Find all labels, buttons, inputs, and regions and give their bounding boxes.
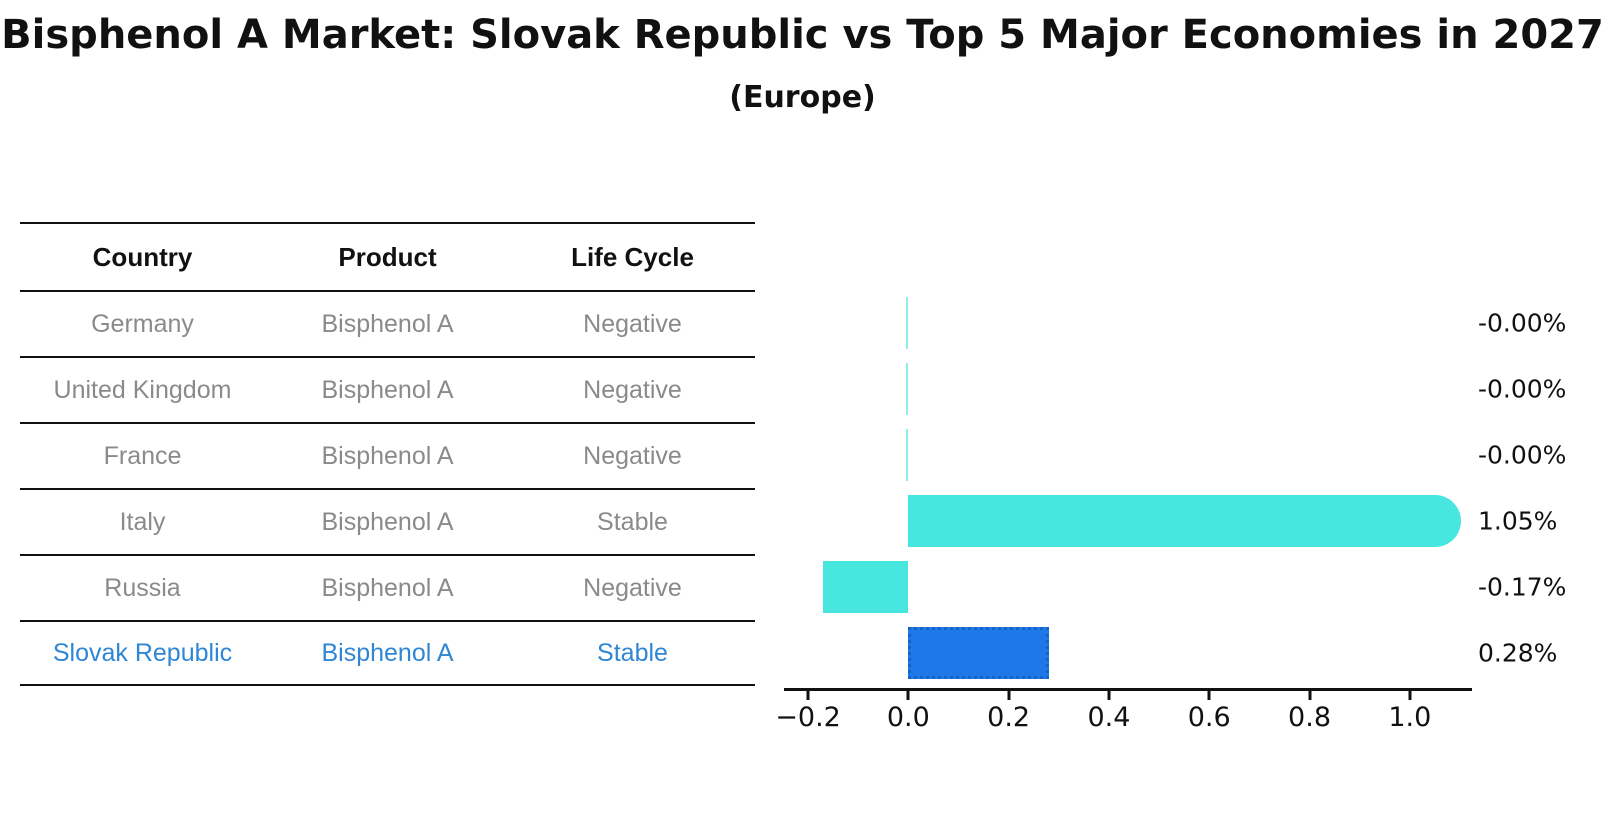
chart-subtitle: (Europe) (729, 80, 876, 115)
country-cell: Germany (91, 309, 194, 338)
column-header-life-cycle: Life Cycle (571, 241, 694, 272)
x-tick-label: 0.2 (987, 702, 1031, 733)
bar-italy (908, 495, 1461, 547)
table-row-france: France Bisphenol A Negative (20, 422, 755, 488)
life-cycle-cell: Stable (597, 638, 668, 667)
chart-title: Bisphenol A Market: Slovak Republic vs T… (1, 12, 1604, 58)
life-cycle-cell: Negative (583, 375, 682, 404)
x-tick-mark (1107, 691, 1111, 700)
value-label-united-kingdom: -0.00% (1478, 374, 1567, 404)
x-tick-mark (1308, 691, 1312, 700)
product-cell: Bisphenol A (321, 441, 454, 470)
value-label-column: -0.00% -0.00% -0.00% 1.05% -0.17% 0.28% (1478, 290, 1605, 686)
value-label-slovak-republic: 0.28% (1478, 638, 1558, 668)
x-tick-mark (906, 691, 910, 700)
table-row-slovak-republic: Slovak Republic Bisphenol A Stable (20, 620, 755, 686)
bar-germany (905, 297, 909, 349)
x-tick-label: 0.6 (1187, 702, 1231, 733)
table-header-row: Country Product Life Cycle (20, 222, 755, 290)
table-row-germany: Germany Bisphenol A Negative (20, 290, 755, 356)
x-tick-mark (806, 691, 810, 700)
x-tick-label: 1.0 (1388, 702, 1432, 733)
x-tick-mark (1207, 691, 1211, 700)
country-cell: Slovak Republic (52, 638, 233, 667)
table-row-united-kingdom: United Kingdom Bisphenol A Negative (20, 356, 755, 422)
x-axis-line (784, 688, 1472, 691)
x-tick-mark (1007, 691, 1011, 700)
table-row-russia: Russia Bisphenol A Negative (20, 554, 755, 620)
country-cell: Russia (104, 573, 181, 602)
product-cell: Bisphenol A (321, 309, 454, 338)
column-header-country: Country (92, 241, 193, 272)
bar-france (905, 429, 909, 481)
country-cell: France (103, 441, 182, 470)
plot-area (788, 290, 1468, 686)
market-table: Country Product Life Cycle Germany Bisphe… (20, 222, 755, 686)
x-tick-label: 0.8 (1288, 702, 1332, 733)
x-tick-label: 0.0 (886, 702, 930, 733)
life-cycle-cell: Negative (583, 309, 682, 338)
bar-united-kingdom (905, 363, 909, 415)
bar-russia (823, 561, 909, 613)
life-cycle-cell: Negative (583, 573, 682, 602)
product-cell: Bisphenol A (321, 638, 454, 667)
value-label-russia: -0.17% (1478, 572, 1567, 602)
product-cell: Bisphenol A (321, 573, 454, 602)
value-label-italy: 1.05% (1478, 506, 1558, 536)
x-tick-mark (1408, 691, 1412, 700)
bar-slovak-republic (908, 627, 1049, 679)
table-row-italy: Italy Bisphenol A Stable (20, 488, 755, 554)
column-header-product: Product (338, 241, 437, 272)
product-cell: Bisphenol A (321, 375, 454, 404)
country-cell: Italy (119, 507, 166, 536)
value-label-germany: -0.00% (1478, 308, 1567, 338)
x-tick-label: 0.4 (1087, 702, 1131, 733)
life-cycle-cell: Stable (597, 507, 668, 536)
country-cell: United Kingdom (53, 375, 232, 404)
x-tick-label: −0.2 (775, 702, 841, 733)
market-table-body: Germany Bisphenol A Negative United Kingdom… (20, 290, 755, 686)
life-cycle-cell: Negative (583, 441, 682, 470)
product-cell: Bisphenol A (321, 507, 454, 536)
value-label-france: -0.00% (1478, 440, 1567, 470)
